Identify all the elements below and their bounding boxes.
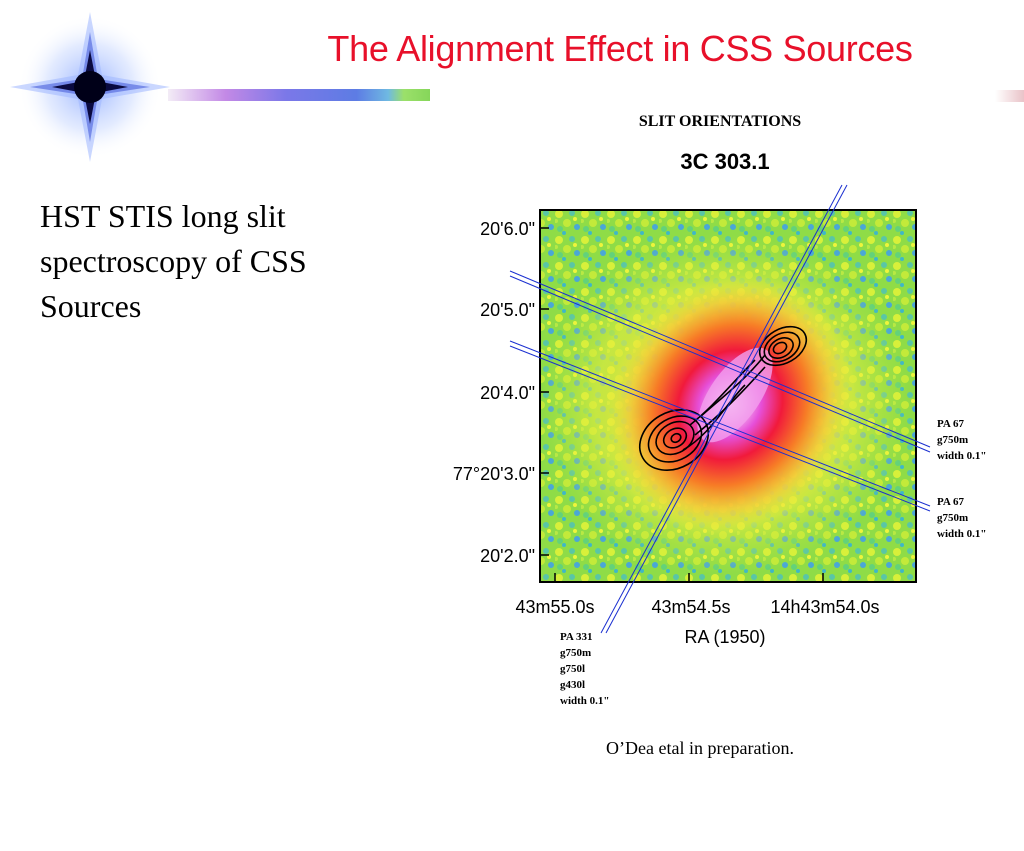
slit-orientation-figure: SLIT ORIENTATIONS 3C 303.1 — [453, 113, 987, 707]
slide-title: The Alignment Effect in CSS Sources — [327, 28, 913, 69]
radio-contours — [639, 325, 808, 471]
svg-text:g750m: g750m — [560, 647, 591, 659]
x-axis-label: RA (1950) — [684, 627, 765, 647]
slit-annotation-1: PA 67 g750m width 0.1" — [937, 418, 987, 462]
ra-tick-label: 43m54.5s — [651, 597, 730, 617]
ra-tick-label: 43m55.0s — [515, 597, 594, 617]
figure-header: SLIT ORIENTATIONS — [639, 113, 801, 130]
svg-text:width 0.1": width 0.1" — [560, 695, 610, 707]
svg-text:PA 331: PA 331 — [560, 631, 593, 643]
svg-text:g430l: g430l — [560, 679, 585, 691]
dec-tick-label: 77°20'3.0" — [453, 464, 535, 484]
svg-text:g750l: g750l — [560, 663, 585, 675]
svg-text:PA 67: PA 67 — [937, 418, 964, 430]
svg-text:g750m: g750m — [937, 512, 968, 524]
star-logo — [10, 12, 170, 162]
dec-tick-label: 20'4.0" — [480, 383, 535, 403]
figure-caption: O’Dea etal in preparation. — [606, 738, 794, 758]
y-ticks — [540, 227, 549, 556]
svg-text:width 0.1": width 0.1" — [937, 528, 987, 540]
slit-annotation-3: PA 331 g750m g750l g430l width 0.1" — [560, 631, 610, 707]
body-text: HST STIS long slit spectroscopy of CSS S… — [40, 198, 307, 324]
x-ticks — [554, 573, 824, 582]
title-underline-bar — [168, 89, 430, 101]
svg-text:PA 67: PA 67 — [937, 496, 964, 508]
right-edge-bar — [995, 90, 1024, 102]
object-name: 3C 303.1 — [680, 149, 769, 174]
svg-text:width 0.1": width 0.1" — [937, 450, 987, 462]
dec-tick-label: 20'2.0" — [480, 546, 535, 566]
dec-tick-label: 20'5.0" — [480, 300, 535, 320]
slit-annotation-2: PA 67 g750m width 0.1" — [937, 496, 987, 540]
ra-tick-label: 14h43m54.0s — [770, 597, 879, 617]
dec-tick-label: 20'6.0" — [480, 219, 535, 239]
svg-text:g750m: g750m — [937, 434, 968, 446]
plot-frame — [539, 209, 917, 583]
slit-lines — [509, 184, 931, 634]
